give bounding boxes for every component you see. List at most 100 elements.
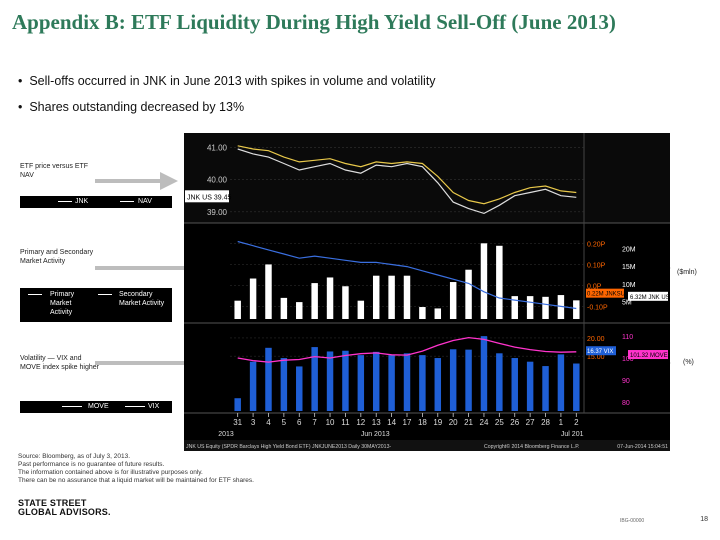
price-tick-label: 40.00 (207, 176, 228, 185)
panel-label-flows: Primary and Secondary Market Activity (20, 249, 94, 265)
bar-secondary (372, 275, 380, 319)
bar-secondary (449, 282, 457, 319)
flow-left-tick-label: 0.10P (587, 263, 606, 270)
series-line-move (237, 336, 577, 363)
x-tick-label: 10 (326, 418, 335, 427)
legend-nav: NAV (138, 198, 152, 205)
bar-vix (465, 349, 472, 411)
bar-secondary (403, 275, 411, 319)
bar-vix (480, 336, 488, 411)
bullet-item: • Sell-offs occurred in JNK in June 2013… (18, 74, 436, 88)
legend-price: JNK NAV (20, 196, 172, 208)
vol-tag-box (586, 346, 616, 356)
flow-left-tick-label: -0.10P (587, 304, 608, 311)
x-axis-label: Jul 201 (561, 431, 584, 438)
x-tick-label: 20 (449, 418, 458, 427)
legend-primary: Primary Market Activity (50, 291, 75, 316)
series-line-primary (237, 240, 577, 310)
bar-secondary (342, 286, 349, 319)
arrow-head-price (160, 172, 178, 190)
x-tick-label: 21 (464, 418, 473, 427)
legend-swatch-secondary (98, 294, 112, 295)
x-tick-label: 17 (403, 418, 412, 427)
chart-footer-text: 07-Jun-2014 15:04:51 (617, 444, 668, 450)
legend-move: MOVE (88, 403, 109, 410)
bullet-list: • Sell-offs occurred in JNK in June 2013… (18, 74, 436, 126)
bar-vix (372, 351, 380, 411)
bar-vix (357, 355, 365, 411)
price-tag-label: JNK US 39.45 (187, 194, 231, 201)
bar-vix (249, 361, 257, 411)
bar-secondary (480, 243, 488, 319)
bar-vix (573, 363, 580, 411)
unit-flows: ($mln) (677, 269, 697, 276)
legend-volatility: MOVE VIX (20, 401, 172, 413)
x-axis-label: 2013 (218, 431, 234, 438)
bar-vix (557, 354, 565, 411)
flow-tag-label: 6.32M JNK US (630, 295, 670, 301)
bar-vix (342, 350, 349, 411)
flow-left-tick-label: 0.20P (587, 242, 606, 249)
bar-vix (403, 353, 411, 411)
bar-secondary (465, 269, 472, 319)
price-tick-label: 41.00 (207, 143, 228, 152)
bar-vix (449, 349, 457, 411)
bar-vix (388, 355, 395, 411)
bar-secondary (557, 295, 565, 319)
legend-secondary: Secondary Market Activity (119, 291, 165, 307)
flow-right-tick-label: 20M (622, 247, 636, 254)
x-tick-label: 4 (266, 418, 271, 427)
x-tick-label: 1 (559, 418, 564, 427)
bar-vix (419, 355, 426, 411)
bar-secondary (542, 296, 549, 319)
arrow-price (95, 179, 162, 183)
legend-vix: VIX (148, 403, 160, 410)
vol-left-tick-label: 20.00 (587, 336, 605, 343)
series-line-jnk (237, 148, 577, 215)
bar-vix (326, 351, 334, 411)
logo-line: STATE STREET (18, 498, 87, 508)
flow-left-tick-label: 0.0P (587, 283, 602, 290)
legend-jnk: JNK (75, 198, 89, 205)
bar-vix (434, 358, 442, 411)
bar-secondary (357, 300, 365, 319)
bar-vix (496, 353, 503, 411)
bar-secondary (311, 283, 318, 319)
disclaimer-line: The information contained above is for i… (18, 469, 203, 476)
flow-right-tick-label: 5M (622, 299, 632, 306)
flow-right-tick-label: 15M (622, 264, 636, 271)
vol-right-tick-label: 90 (622, 378, 630, 385)
x-axis-label: Jun 2013 (361, 431, 390, 438)
series-line-nav (237, 145, 577, 205)
x-tick-label: 25 (495, 418, 504, 427)
legend-swatch-jnk (58, 201, 72, 202)
x-tick-label: 6 (297, 418, 302, 427)
bar-vix (234, 398, 241, 411)
bar-secondary (326, 277, 334, 319)
bar-secondary (496, 245, 503, 319)
x-tick-label: 13 (372, 418, 381, 427)
x-tick-label: 26 (510, 418, 519, 427)
bar-secondary (265, 264, 272, 319)
bar-vix (311, 347, 318, 411)
slide-title: Appendix B: ETF Liquidity During High Yi… (12, 10, 616, 34)
vol-tag-label: 16.37 VIX (587, 349, 613, 355)
chart-footer-text: Copyright© 2014 Bloomberg Finance L.P. (484, 443, 579, 450)
flow-tag-label: 0.22M JNKSUS (587, 292, 629, 298)
panel-label-price: ETF price versus ETF NAV (20, 163, 89, 179)
bar-vix (280, 358, 288, 411)
x-tick-label: 27 (526, 418, 535, 427)
vol-tag-box (628, 350, 668, 360)
bar-secondary (234, 300, 241, 319)
flow-tag-box (586, 288, 624, 298)
vol-tag-label: 101.32 MOVE (630, 353, 668, 359)
x-tick-label: 2 (574, 418, 579, 427)
bloomberg-chart: 41.00 40.00 39.00 JNK US 39.45 0.20P 0.10P 0.0… (184, 133, 670, 451)
x-tick-label: 5 (282, 418, 287, 427)
bar-secondary (573, 300, 580, 319)
source-line: Source: Bloomberg, as of July 3, 2013. (18, 453, 131, 460)
page-number: 18 (700, 516, 708, 523)
bar-secondary (526, 296, 534, 319)
x-tick-label: 7 (312, 418, 317, 427)
bullet-item: • Shares outstanding decreased by 13% (18, 100, 245, 114)
